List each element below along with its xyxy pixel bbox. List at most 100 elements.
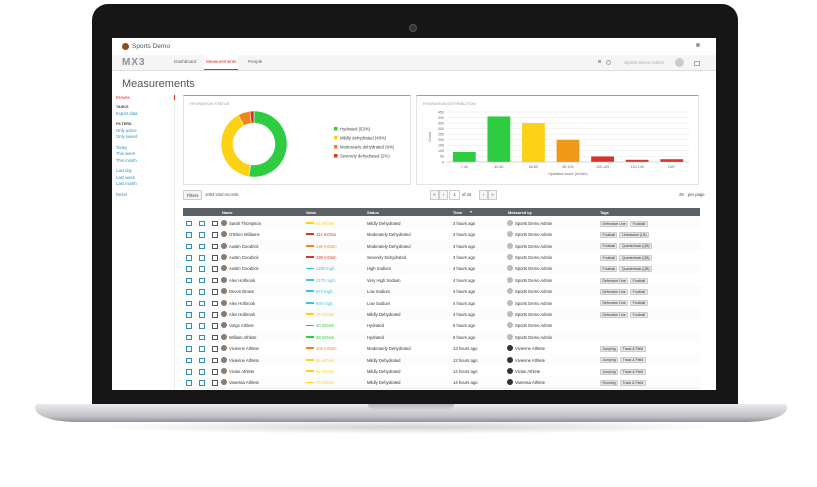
row-action-icon[interactable] — [186, 255, 192, 261]
tag[interactable]: Football — [630, 300, 648, 307]
tag[interactable]: Football — [600, 231, 618, 238]
pager-button[interactable]: » — [488, 190, 497, 200]
nav-tab[interactable]: People — [248, 59, 263, 64]
row-action-icon[interactable] — [199, 255, 205, 261]
tag[interactable]: Quarterback (QB) — [619, 254, 653, 261]
sidebar-link[interactable]: Last day — [116, 168, 132, 173]
row-action-icon[interactable] — [186, 380, 192, 386]
tag[interactable]: Track & Field — [620, 380, 646, 387]
tag[interactable]: Football — [600, 243, 618, 250]
column-header[interactable]: Value — [306, 209, 317, 215]
row-action-icon[interactable] — [199, 334, 205, 341]
filters-button[interactable]: Filters — [183, 190, 203, 200]
row-action-icon[interactable] — [186, 369, 192, 375]
row-action-icon[interactable] — [199, 243, 205, 250]
user-name[interactable]: Sports Demo Admin — [624, 59, 665, 65]
row-action-icon[interactable] — [199, 323, 205, 329]
row-action-icon[interactable] — [186, 312, 192, 318]
tag[interactable]: Linebacker (LB) — [619, 231, 650, 238]
column-header[interactable]: Measured by — [508, 209, 532, 215]
row-action-icon[interactable] — [186, 220, 192, 227]
athlete-name[interactable]: Alex Holbrook — [229, 312, 256, 318]
athlete-name[interactable]: Vargo Athlete — [229, 323, 254, 329]
tag[interactable]: Track & Field — [620, 368, 646, 375]
row-action-icon[interactable] — [199, 346, 205, 352]
row-action-icon[interactable] — [186, 323, 192, 329]
row-action-icon[interactable] — [199, 232, 205, 238]
row-action-icon[interactable] — [212, 334, 218, 341]
row-action-icon[interactable] — [212, 255, 218, 261]
row-action-icon[interactable] — [186, 266, 192, 272]
row-action-icon[interactable] — [186, 334, 192, 341]
per-page-value[interactable]: 25 — [679, 192, 684, 197]
athlete-name[interactable]: Vanessa Athlete — [229, 380, 259, 386]
page-input[interactable]: 1 — [449, 190, 460, 200]
row-action-icon[interactable] — [212, 243, 218, 250]
row-action-icon[interactable] — [212, 380, 218, 386]
row-action-icon[interactable] — [186, 289, 192, 295]
row-action-icon[interactable] — [212, 289, 218, 295]
tag[interactable]: Football — [630, 311, 648, 318]
row-action-icon[interactable] — [186, 357, 192, 364]
pager-button[interactable]: ‹ — [439, 190, 448, 200]
tag[interactable]: Track & Field — [620, 345, 646, 352]
row-action-icon[interactable] — [199, 357, 205, 364]
nav-tab[interactable]: Dashboard — [174, 59, 197, 64]
row-action-icon[interactable] — [199, 300, 205, 307]
row-action-icon[interactable] — [199, 220, 205, 227]
column-header[interactable]: Time — [453, 209, 463, 215]
user-avatar[interactable] — [675, 57, 684, 67]
tag[interactable]: Defensive Line — [600, 220, 629, 227]
row-action-icon[interactable] — [186, 232, 192, 238]
tag[interactable]: Jumping — [600, 368, 619, 375]
sidebar-link[interactable]: Today — [116, 144, 128, 150]
tag[interactable]: Football — [630, 220, 648, 227]
tag[interactable]: Football — [600, 266, 618, 273]
sidebar-link[interactable]: Only active — [116, 127, 137, 133]
tag[interactable]: Jumping — [600, 357, 619, 364]
athlete-name[interactable]: Vivienne Athlete — [229, 357, 259, 363]
athlete-name[interactable]: Austin Goodrick — [229, 243, 259, 249]
athlete-name[interactable]: O'Brien Williams — [229, 232, 260, 238]
athlete-name[interactable]: Austin Goodrick — [229, 266, 259, 272]
pager-button[interactable]: « — [430, 190, 439, 200]
sidebar-link[interactable]: Last month — [116, 181, 137, 186]
column-header[interactable]: Status — [367, 209, 379, 215]
row-action-icon[interactable] — [212, 300, 218, 307]
tag[interactable]: Defensive Line — [600, 300, 629, 307]
row-action-icon[interactable] — [199, 380, 205, 386]
sort-icon[interactable] — [470, 210, 472, 213]
sidebar-link[interactable]: Only saved — [116, 134, 137, 139]
tag[interactable]: Football — [600, 254, 618, 261]
settings-icon[interactable] — [696, 43, 700, 47]
cart-icon[interactable] — [598, 60, 601, 63]
athlete-name[interactable]: Sarah Thompson — [229, 220, 262, 226]
tag[interactable]: Track & Field — [620, 357, 646, 364]
tag[interactable]: Quarterback (QB) — [619, 243, 653, 250]
sidebar-link[interactable]: Reset — [116, 191, 127, 197]
column-header[interactable]: Name — [222, 209, 233, 215]
sidebar-link[interactable]: Last week — [116, 174, 135, 180]
tag[interactable]: Quarterback (QB) — [619, 266, 653, 273]
tag[interactable]: Defensive Line — [600, 288, 629, 295]
athlete-name[interactable]: Austin Goodrick — [229, 255, 259, 261]
row-action-icon[interactable] — [186, 243, 192, 250]
row-action-icon[interactable] — [199, 369, 205, 375]
row-action-icon[interactable] — [212, 323, 218, 329]
row-action-icon[interactable] — [199, 266, 205, 272]
row-action-icon[interactable] — [199, 312, 205, 318]
row-action-icon[interactable] — [212, 232, 218, 238]
row-action-icon[interactable] — [186, 346, 192, 352]
athlete-name[interactable]: Alex Holbrook — [229, 300, 256, 306]
tag[interactable]: Football — [630, 288, 648, 295]
tag[interactable]: Defensive Line — [600, 311, 629, 318]
row-action-icon[interactable] — [199, 289, 205, 295]
row-action-icon[interactable] — [212, 220, 218, 227]
athlete-name[interactable]: Vivian Athlete — [229, 369, 255, 375]
tag[interactable]: Defensive Line — [600, 277, 629, 284]
logout-icon[interactable] — [694, 60, 700, 66]
athlete-name[interactable]: Vivienne Athlete — [229, 346, 259, 352]
row-action-icon[interactable] — [212, 369, 218, 375]
sidebar-active[interactable]: Browse — [112, 95, 175, 100]
row-action-icon[interactable] — [186, 300, 192, 307]
